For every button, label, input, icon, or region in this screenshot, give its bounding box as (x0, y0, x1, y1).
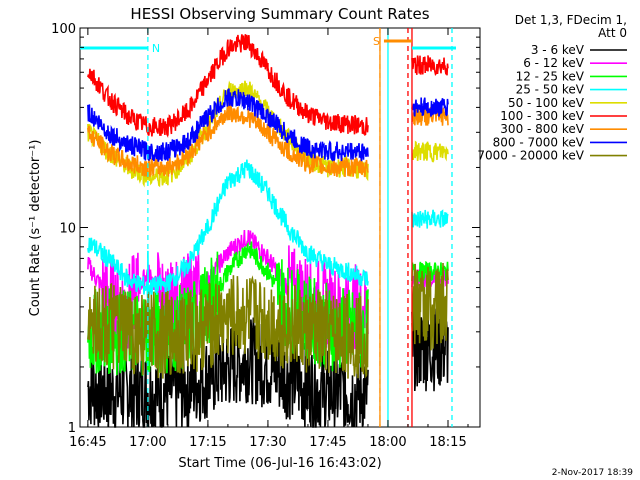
legend-label-6: 300 - 800 keV (500, 122, 584, 136)
legend-label-7: 800 - 7000 keV (493, 135, 585, 149)
legend-label-8: 7000 - 20000 keV (477, 149, 584, 163)
y-axis-label: Count Rate (s⁻¹ detector⁻¹) (28, 140, 43, 317)
series-line-0-b (411, 302, 449, 392)
series-line-6 (87, 101, 369, 178)
ticks-layer: 16:45 17:00 17:15 17:30 17:45 18:00 18:15 1 10 10… (51, 22, 480, 450)
legend-title-line-2: Att 0 (598, 26, 627, 40)
series-line-5-b (411, 55, 449, 76)
marker-label: N (152, 42, 160, 55)
x-tick-label: 18:15 (429, 435, 466, 450)
series-line-4-b (411, 140, 449, 163)
y-tick-label: 10 (59, 222, 76, 237)
y-tick-label: 100 (51, 22, 76, 37)
x-tick-label: 16:45 (69, 435, 106, 450)
legend-label-1: 6 - 12 keV (523, 56, 585, 70)
series-line-3-b (411, 209, 449, 229)
series-layer (87, 34, 449, 428)
x-tick-label: 17:00 (129, 435, 166, 450)
x-tick-label: 17:45 (309, 435, 346, 450)
series-line-3 (87, 159, 369, 320)
marker-label: S (373, 35, 380, 48)
legend-label-3: 25 - 50 keV (516, 83, 585, 97)
x-axis-label: Start Time (06-Jul-16 16:43:02) (178, 456, 381, 471)
legend-label-4: 50 - 100 keV (508, 96, 585, 110)
series-line-8 (87, 275, 369, 379)
legend-label-2: 12 - 25 keV (516, 69, 585, 83)
y-tick-label: 1 (68, 421, 76, 436)
legend-title-line-1: Det 1,3, FDecim 1, (515, 13, 627, 27)
footer-timestamp: 2-Nov-2017 18:39 (552, 468, 634, 478)
series-line-8-b (411, 262, 449, 351)
x-tick-label: 17:15 (189, 435, 226, 450)
series-line-7-b (411, 97, 449, 117)
series-line-7 (87, 88, 369, 162)
marker-layer: NS (80, 28, 456, 427)
x-tick-label: 18:00 (369, 435, 406, 450)
chart-title: HESSI Observing Summary Count Rates (130, 5, 429, 23)
series-line-5 (87, 34, 369, 139)
x-tick-label: 17:30 (249, 435, 286, 450)
series-line-6-b (411, 105, 449, 126)
legend-label-0: 3 - 6 keV (531, 43, 585, 57)
legend-label-5: 100 - 300 keV (500, 109, 584, 123)
